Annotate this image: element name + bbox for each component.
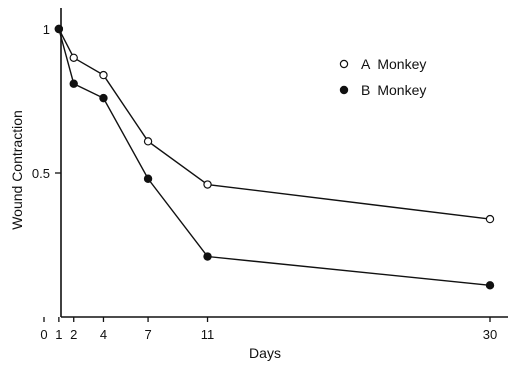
axis-ticks: 0 1 2 4 7 11 300.51 [32,22,497,342]
data-point-b-monkey [485,281,495,290]
data-point-a-monkey [143,137,153,146]
data-point-a-monkey [485,214,495,224]
series-line-b-monkey [58,28,491,287]
data-point-a-monkey [69,53,78,63]
data-point-b-monkey [69,79,78,88]
x-tick-label: 30 [483,327,497,342]
data-point-a-monkey [99,70,108,80]
data-point-b-monkey [203,252,212,261]
legend-marker [339,85,349,95]
legend-marker [339,59,349,69]
x-tick-label: 7 [144,327,151,342]
data-point-a-monkey [203,180,212,189]
y-tick-label: 1 [43,22,50,37]
legend-label: A Monkey [361,56,426,72]
y-tick-label: 0.5 [32,166,50,181]
legend-label: B Monkey [361,82,426,98]
x-axis-label: Days [249,345,281,361]
data-point-b-monkey [54,24,64,34]
x-tick-label: 4 [100,327,107,342]
data-point-b-monkey [143,174,153,183]
legend: A Monkey B Monkey [339,56,426,98]
x-tick-label: 0 [40,327,47,342]
series-line-a-monkey [58,28,491,220]
data-point-b-monkey [99,93,108,103]
data-series [54,24,495,290]
x-tick-label: 1 [55,327,62,342]
y-axis-label: Wound Contraction [9,110,25,230]
x-tick-label: 2 [70,327,77,342]
x-tick-label: 11 [201,327,215,342]
